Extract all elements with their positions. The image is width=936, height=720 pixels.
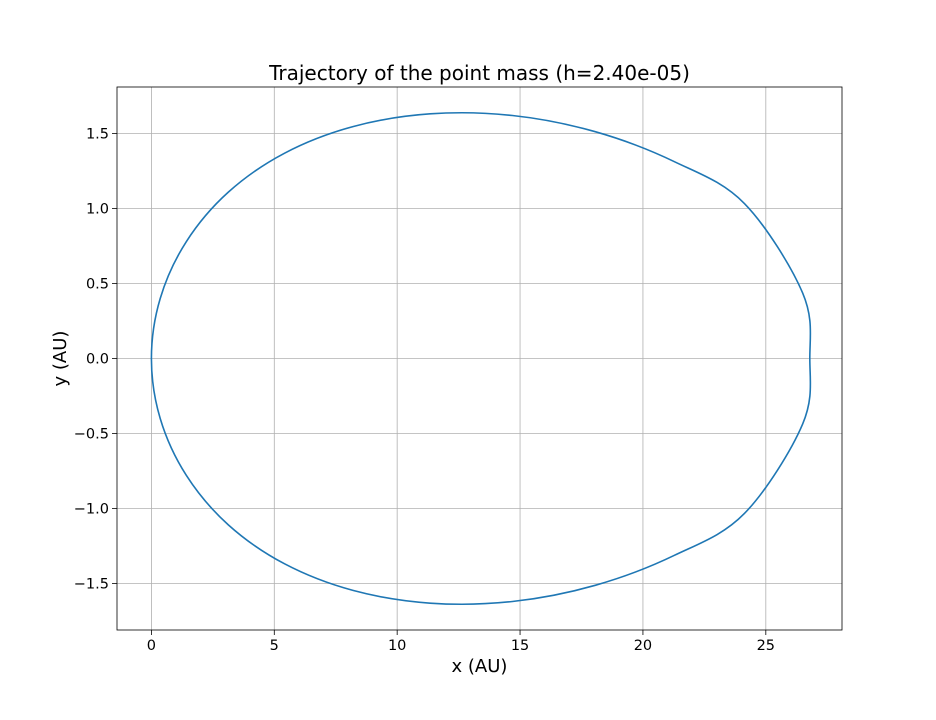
y-tick-label: −1.0	[74, 502, 109, 518]
x-tick-label: 15	[511, 638, 529, 654]
y-axis-label: y (AU)	[50, 331, 71, 387]
x-tick-label: 5	[270, 638, 279, 654]
grid	[117, 87, 842, 630]
series-layer	[150, 111, 812, 606]
x-axis-label: x (AU)	[452, 656, 508, 677]
y-tick-label: 0.5	[86, 277, 109, 293]
x-tick-label: 20	[634, 638, 652, 654]
x-tick-label: 25	[757, 638, 775, 654]
y-tick-label: 1.5	[86, 127, 109, 143]
y-tick-label: −1.5	[74, 577, 109, 593]
trajectory-line	[150, 111, 812, 606]
chart-title: Trajectory of the point mass (h=2.40e-05…	[268, 61, 690, 85]
x-tick-label: 10	[388, 638, 406, 654]
y-tick-label: −0.5	[74, 427, 109, 443]
x-tick-label: 0	[147, 638, 156, 654]
y-tick-label: 0.0	[86, 352, 109, 368]
ticks: 0 5 10 15 20 25 −1.5 −1.0 −0.5 0.0 0.5 1.0 1.5	[74, 127, 775, 655]
y-tick-label: 1.0	[86, 202, 109, 218]
